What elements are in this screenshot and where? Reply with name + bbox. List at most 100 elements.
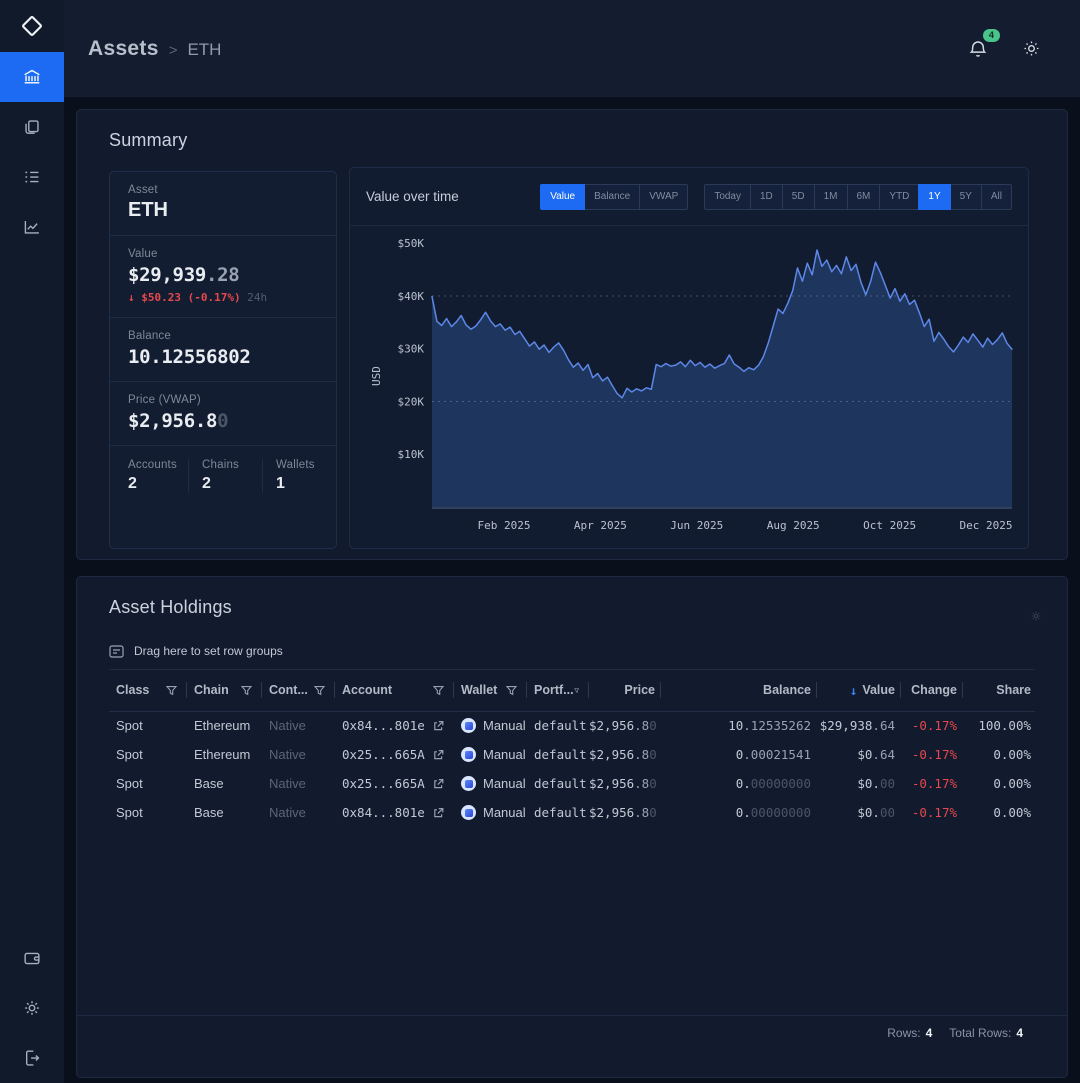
- row-group-dropzone[interactable]: Drag here to set row groups: [109, 633, 1035, 670]
- range-tab-1d[interactable]: 1D: [750, 183, 783, 210]
- column-header-change[interactable]: Change: [901, 669, 963, 711]
- external-link-icon[interactable]: [432, 720, 444, 732]
- filter-icon[interactable]: [166, 685, 177, 696]
- cell-value: $0.00: [857, 776, 895, 791]
- cell-price: $2,956.80: [589, 718, 657, 733]
- theme-toggle[interactable]: [1021, 38, 1042, 59]
- app-logo[interactable]: [0, 0, 64, 52]
- summary-card: Asset ETH Value $29,939.28 ↓ $50.23 (-0.…: [109, 171, 337, 549]
- sidebar-item-settings[interactable]: [0, 983, 64, 1033]
- cell-price: $2,956.80: [589, 747, 657, 762]
- wallet-avatar-icon: [461, 718, 476, 733]
- cell-wallet: Manual: [454, 747, 527, 762]
- cell-share: 0.00%: [993, 747, 1031, 762]
- wallet-avatar-icon: [461, 747, 476, 762]
- asset-symbol: ETH: [128, 199, 168, 221]
- chart-title: Value over time: [366, 189, 459, 204]
- cell-balance: 10.12535262: [728, 718, 811, 733]
- external-link-icon[interactable]: [432, 778, 444, 790]
- cell-contract: Native: [269, 776, 306, 791]
- cell-wallet: Manual: [454, 805, 527, 820]
- column-header-account[interactable]: Account: [335, 669, 454, 711]
- filter-icon[interactable]: [433, 685, 444, 696]
- price-label: Price (VWAP): [128, 394, 201, 406]
- filter-icon[interactable]: [506, 685, 517, 696]
- topbar: Assets > ETH 4: [64, 0, 1080, 97]
- column-header-portf[interactable]: Portf...: [527, 669, 589, 711]
- cell-portfolio: default: [534, 805, 587, 820]
- cell-balance: 0.00000000: [735, 776, 811, 791]
- range-tab-all[interactable]: All: [980, 183, 1012, 210]
- cell-share: 0.00%: [993, 776, 1031, 791]
- rotki-logo-icon: [22, 16, 42, 36]
- filter-icon[interactable]: [241, 685, 252, 696]
- summary-title: Summary: [109, 130, 188, 150]
- range-tab-5d[interactable]: 5D: [781, 183, 815, 210]
- value-label: Value: [128, 248, 158, 260]
- range-tab-6m[interactable]: 6M: [846, 183, 881, 210]
- sidebar-item-history[interactable]: [0, 152, 64, 202]
- range-tab-1m[interactable]: 1M: [813, 183, 848, 210]
- table-body: Spot Ethereum Native 0x84...801e Manual defau…: [109, 711, 1035, 827]
- series-tab-group: Value Balance VWAP: [540, 183, 689, 210]
- wallet-icon: [24, 952, 40, 965]
- copy-icon: [25, 120, 39, 134]
- cell-contract: Native: [269, 747, 306, 762]
- series-tab-balance[interactable]: Balance: [584, 183, 641, 210]
- table-settings-icon[interactable]: [1029, 609, 1043, 628]
- balance-label: Balance: [128, 330, 171, 342]
- filter-icon[interactable]: [573, 685, 579, 696]
- bell-icon: [969, 40, 987, 57]
- column-header-class[interactable]: Class: [109, 669, 187, 711]
- series-tab-vwap[interactable]: VWAP: [639, 183, 689, 210]
- total-rows-label: Total Rows:: [949, 1026, 1012, 1040]
- sidebar-item-wallet[interactable]: [0, 933, 64, 983]
- chart-area-fill: [432, 250, 1012, 507]
- cell-chain: Base: [194, 776, 224, 791]
- breadcrumb-section[interactable]: Assets: [88, 36, 159, 60]
- cell-change: -0.17%: [911, 805, 957, 820]
- range-tab-ytd[interactable]: YTD: [879, 183, 920, 210]
- column-header-price[interactable]: Price: [589, 669, 661, 711]
- logout-icon: [25, 1050, 40, 1066]
- cell-class: Spot: [116, 718, 143, 733]
- range-tab-1y[interactable]: 1Y: [918, 183, 951, 210]
- column-header-wallet[interactable]: Wallet: [454, 669, 527, 711]
- range-tab-today[interactable]: Today: [704, 183, 751, 210]
- external-link-icon[interactable]: [432, 807, 444, 819]
- list-icon: [25, 171, 39, 183]
- notifications-button[interactable]: 4: [967, 28, 1000, 60]
- external-link-icon[interactable]: [432, 749, 444, 761]
- range-tab-5y[interactable]: 5Y: [949, 183, 982, 210]
- range-tab-group: Today 1D 5D 1M 6M YTD 1Y 5Y All: [704, 183, 1012, 210]
- column-header-balance[interactable]: Balance: [661, 669, 817, 711]
- y-axis-tick: $10K: [398, 448, 425, 461]
- sidebar-item-balances[interactable]: [0, 52, 64, 102]
- line-chart-icon: [24, 221, 39, 234]
- column-header-chain[interactable]: Chain: [187, 669, 262, 711]
- y-axis-tick: $20K: [398, 395, 425, 408]
- bank-icon: [24, 69, 40, 84]
- column-header-value[interactable]: ↓ Value: [817, 669, 901, 711]
- value-over-time-chart[interactable]: $10K $20K $30K $40K $50K Feb 2025 Apr 2025 Jun …: [350, 226, 1029, 549]
- cell-value: $29,938.64: [819, 718, 895, 733]
- cell-contract: Native: [269, 718, 306, 733]
- column-header-share[interactable]: Share: [996, 683, 1031, 697]
- table-footer: Rows: 4 Total Rows: 4: [77, 1015, 1067, 1077]
- sidebar-item-logout[interactable]: [0, 1033, 64, 1083]
- filter-icon[interactable]: [314, 685, 325, 696]
- sun-icon: [1024, 41, 1039, 56]
- cell-change: -0.17%: [911, 776, 957, 791]
- value-chart-card: Value over time Value Balance VWAP Today 1D…: [349, 167, 1029, 549]
- sidebar-item-collections[interactable]: [0, 102, 64, 152]
- cell-chain: Ethereum: [194, 747, 251, 762]
- series-tab-value[interactable]: Value: [540, 183, 586, 210]
- y-axis-title: USD: [370, 366, 383, 386]
- sidebar-item-statistics[interactable]: [0, 202, 64, 252]
- rows-count: 4: [925, 1026, 933, 1040]
- chains-stat: Chains 2: [188, 459, 262, 493]
- cell-balance: 0.00021541: [735, 747, 811, 762]
- column-header-cont[interactable]: Cont...: [262, 669, 335, 711]
- wallet-avatar-icon: [461, 776, 476, 791]
- cell-wallet: Manual: [454, 718, 527, 733]
